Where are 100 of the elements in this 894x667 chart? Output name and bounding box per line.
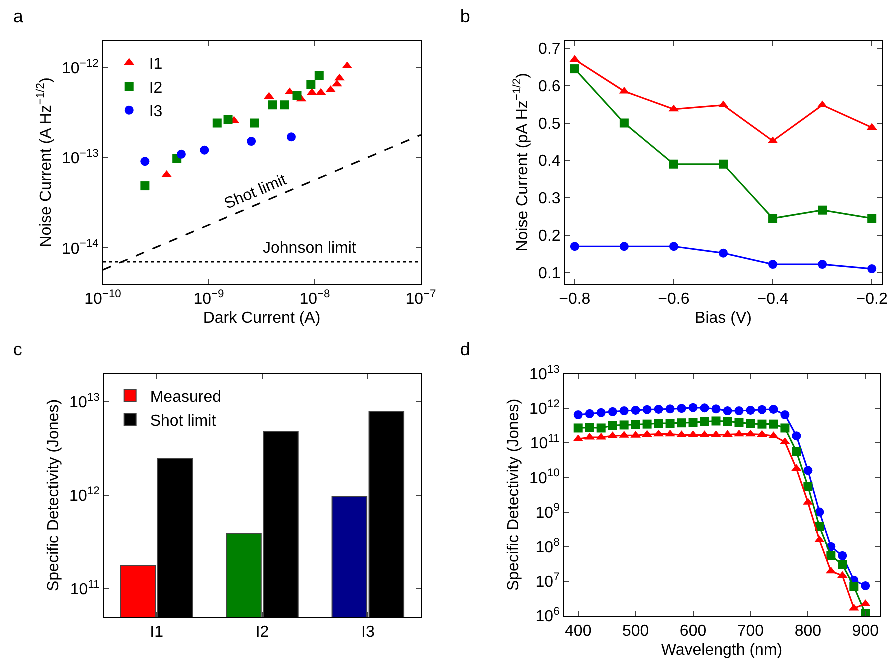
chart-title: c: [13, 340, 22, 360]
y-tick-label: 0.4: [538, 153, 561, 170]
y-tick-label: 10$^{13}$: [70, 392, 100, 412]
point: [570, 64, 580, 74]
y-tick-label: 10$^{−12}$: [62, 58, 99, 78]
point: [596, 424, 606, 433]
point: [654, 419, 664, 428]
point: [868, 214, 877, 224]
x-tick-label: 10$^{−7}$: [406, 288, 436, 308]
point: [768, 260, 778, 270]
x-axis-title: Dark Current (A): [203, 310, 321, 327]
point: [746, 419, 756, 428]
point: [780, 410, 790, 420]
point: [734, 430, 744, 437]
point: [838, 560, 848, 570]
x-tick-label: 700: [737, 623, 764, 640]
y-tick-label: 10$^{10}$: [530, 468, 560, 488]
y-axis-title: Specific Detectivity (Jones): [505, 398, 522, 592]
point: [620, 242, 629, 252]
y-tick-label: 10$^{9}$: [536, 502, 560, 522]
point: [620, 406, 629, 416]
point: [608, 407, 618, 416]
legend-label: I2: [149, 80, 163, 97]
x-tick-label: 900: [852, 623, 880, 640]
y-tick-label: 0.5: [538, 116, 561, 133]
point: [818, 206, 828, 215]
y-tick-label: 10$^{7}$: [536, 571, 560, 592]
y-tick-label: 10$^{8}$: [536, 536, 560, 556]
y-tick-label: 0.1: [538, 265, 561, 282]
y-tick-label: 10$^{13}$: [530, 364, 560, 384]
point: [570, 242, 580, 252]
point: [734, 406, 744, 416]
x-tick-label: I1: [150, 624, 164, 642]
point: [746, 430, 756, 437]
point: [574, 424, 583, 433]
point: [669, 242, 678, 252]
point: [712, 416, 721, 426]
chart-title: d: [460, 340, 470, 360]
point: [769, 420, 778, 429]
legend-label: Measured: [150, 389, 222, 406]
point: [677, 404, 686, 414]
x-tick-label: I3: [362, 624, 375, 642]
point: [769, 405, 778, 414]
y-tick-label: 10$^{−14}$: [62, 238, 99, 258]
point: [631, 406, 640, 415]
point: [654, 430, 664, 437]
x-tick-label: 400: [565, 623, 592, 640]
point: [620, 420, 629, 430]
point: [758, 405, 767, 414]
point: [574, 410, 583, 420]
point: [792, 447, 802, 456]
point: [669, 160, 678, 169]
point: [826, 551, 836, 560]
point: [585, 423, 594, 432]
legend-label: Shot limit: [150, 412, 217, 430]
point: [719, 160, 728, 169]
y-tick-label: 10$^{6}$: [536, 606, 560, 626]
point: [850, 582, 859, 592]
x-tick-label: 500: [622, 623, 650, 640]
point: [758, 420, 767, 429]
x-axis-title: Bias (V): [695, 310, 752, 327]
x-tick-label: 800: [794, 623, 822, 640]
point: [734, 418, 744, 428]
point: [642, 405, 652, 414]
x-axis-title: Wavelength (nm): [661, 642, 783, 659]
point: [780, 424, 790, 433]
chart-title: a: [13, 6, 24, 27]
point: [804, 466, 813, 476]
point: [719, 248, 728, 258]
x-tick-label: I2: [256, 624, 270, 642]
y-tick-label: 0.2: [538, 228, 561, 245]
point: [746, 406, 756, 415]
point: [861, 581, 870, 590]
point: [688, 403, 698, 412]
x-tick-label: −0.4: [757, 291, 789, 308]
chart-title: b: [460, 6, 470, 27]
point: [665, 430, 676, 437]
x-tick-label: 10$^{−8}$: [300, 288, 330, 308]
point: [585, 409, 594, 418]
point: [620, 118, 629, 128]
y-tick-label: 10$^{12}$: [530, 398, 560, 418]
point: [712, 404, 721, 414]
point: [654, 405, 664, 414]
point: [804, 482, 813, 492]
point: [608, 421, 618, 430]
point: [700, 404, 710, 413]
point: [792, 432, 802, 441]
x-tick-label: 10$^{−9}$: [194, 288, 224, 308]
legend-label: I3: [149, 104, 163, 121]
x-tick-label: −0.8: [559, 291, 591, 308]
y-tick-label: 10$^{11}$: [530, 433, 560, 453]
x-tick-label: 600: [680, 623, 707, 640]
point: [688, 418, 698, 428]
x-tick-label: −0.6: [658, 291, 690, 308]
point: [723, 406, 732, 416]
point: [666, 404, 675, 414]
y-tick-label: 0.6: [538, 78, 561, 96]
point: [666, 419, 675, 428]
legend-label: I1: [149, 56, 163, 73]
y-tick-label: 0.7: [538, 41, 561, 58]
